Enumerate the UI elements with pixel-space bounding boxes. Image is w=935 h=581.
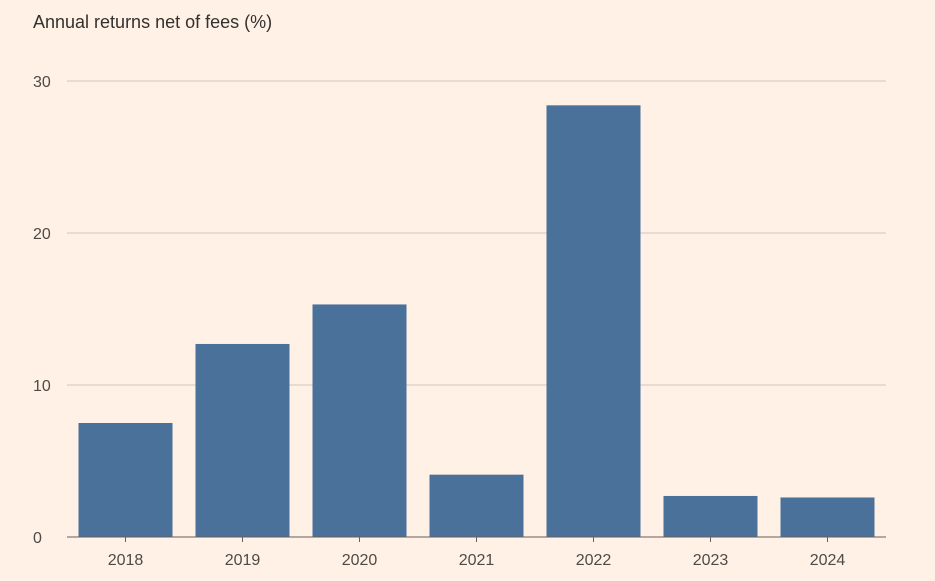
x-axis: 2018 2019 2020 2021 2022 2023 2024 (67, 536, 886, 569)
bar-2023 (663, 495, 758, 537)
bar-2018 (78, 423, 173, 537)
x-tick-label: 2020 (342, 552, 378, 569)
bar-2019 (195, 343, 290, 537)
y-tick-label: 30 (33, 74, 51, 91)
bar-2021 (429, 474, 524, 537)
bar-2022 (546, 105, 641, 537)
y-axis-tick-labels: 0 10 20 30 (33, 74, 51, 547)
x-tick-label: 2019 (225, 552, 261, 569)
y-tick-label: 20 (33, 226, 51, 243)
x-tick-label: 2023 (693, 552, 729, 569)
chart-title: Annual returns net of fees (%) (33, 12, 273, 32)
bar-2020 (312, 304, 407, 537)
bar-2024 (780, 497, 875, 537)
bars (78, 105, 875, 537)
x-tick-label: 2021 (459, 552, 495, 569)
x-tick-label: 2022 (576, 552, 612, 569)
gridlines (67, 80, 886, 386)
y-tick-label: 10 (33, 378, 51, 395)
x-tick-label: 2018 (108, 552, 144, 569)
x-tick-label: 2024 (810, 552, 846, 569)
y-tick-label: 0 (33, 530, 42, 547)
